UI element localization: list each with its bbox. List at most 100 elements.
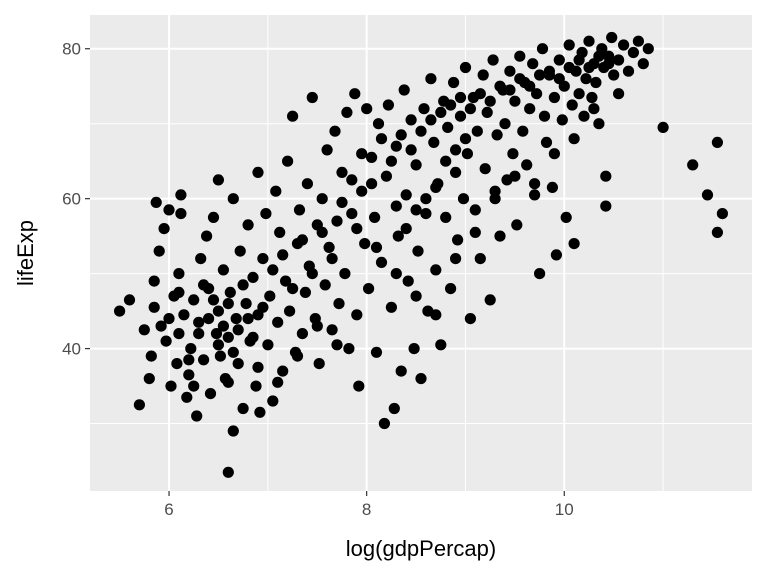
data-point — [306, 91, 318, 104]
y-tick-label: 80 — [62, 40, 81, 59]
data-point — [711, 226, 724, 238]
data-point — [321, 144, 333, 156]
data-point — [193, 328, 205, 340]
data-point — [153, 245, 165, 257]
data-point — [428, 136, 440, 148]
data-point — [247, 271, 259, 283]
data-point — [491, 129, 503, 141]
data-point — [450, 166, 462, 178]
data-point — [356, 185, 368, 197]
data-point — [484, 294, 496, 306]
data-point — [185, 343, 197, 355]
data-point — [606, 31, 618, 44]
data-point — [214, 350, 226, 362]
data-point — [408, 343, 420, 355]
data-point — [474, 253, 486, 265]
data-point — [114, 305, 126, 317]
data-point — [207, 211, 220, 223]
data-point — [260, 208, 272, 220]
x-tick-label: 6 — [164, 500, 173, 519]
y-tick-label: 40 — [62, 340, 81, 359]
data-point — [378, 417, 390, 430]
data-point — [181, 391, 193, 403]
data-point — [370, 241, 383, 253]
data-point — [452, 234, 464, 246]
data-point — [319, 279, 331, 291]
data-point — [163, 204, 175, 216]
data-point — [395, 365, 407, 377]
data-point — [405, 144, 417, 156]
data-point — [445, 99, 457, 111]
data-point — [171, 358, 183, 370]
data-point — [392, 230, 404, 242]
data-point — [234, 245, 246, 257]
data-point — [479, 163, 491, 175]
data-point — [457, 193, 470, 205]
data-point — [148, 275, 160, 287]
data-point — [237, 279, 249, 291]
data-point — [395, 129, 407, 141]
data-point — [277, 249, 289, 261]
data-point — [464, 313, 476, 325]
data-point — [390, 140, 402, 152]
data-point — [369, 211, 381, 223]
data-point — [316, 226, 328, 238]
data-point — [301, 178, 313, 190]
data-point — [546, 181, 559, 193]
data-point — [388, 402, 400, 415]
data-point — [212, 339, 224, 351]
data-point — [390, 268, 402, 280]
data-point — [613, 54, 625, 66]
data-point — [420, 193, 432, 205]
data-point — [487, 54, 499, 66]
data-point — [550, 249, 563, 261]
data-point — [527, 58, 539, 70]
data-point — [346, 174, 358, 186]
y-tick-label: 60 — [62, 190, 81, 209]
data-point — [366, 178, 378, 190]
data-point — [222, 466, 234, 478]
data-point — [586, 91, 598, 104]
data-point — [590, 76, 602, 89]
data-point — [568, 133, 580, 145]
data-point — [543, 65, 556, 77]
data-point — [450, 144, 462, 156]
data-point — [160, 335, 172, 347]
data-point — [204, 388, 217, 400]
data-point — [329, 125, 341, 137]
data-point — [563, 61, 575, 74]
data-point — [536, 43, 549, 55]
data-point — [425, 114, 437, 126]
data-point — [230, 313, 242, 325]
data-point — [469, 226, 481, 238]
data-point — [339, 268, 351, 280]
data-point — [580, 73, 592, 85]
data-point — [538, 110, 551, 122]
data-point — [563, 39, 575, 51]
data-point — [242, 313, 254, 325]
data-point — [509, 170, 521, 182]
data-point — [178, 309, 190, 321]
x-axis-title: log(gdpPercap) — [346, 536, 496, 561]
data-point — [349, 88, 361, 100]
data-point — [415, 125, 427, 137]
data-point — [359, 238, 371, 250]
data-point — [188, 294, 200, 306]
data-point — [296, 234, 308, 246]
data-point — [165, 380, 177, 392]
data-point — [548, 91, 561, 104]
data-point — [250, 380, 262, 392]
data-point — [277, 365, 289, 377]
data-point — [566, 99, 578, 111]
data-point — [534, 268, 546, 280]
data-point — [410, 159, 422, 171]
data-point — [351, 309, 363, 321]
data-point — [287, 110, 299, 122]
y-axis: 40 60 80 — [62, 40, 90, 359]
data-point — [267, 264, 279, 276]
data-point — [267, 395, 279, 407]
data-point — [143, 373, 155, 385]
data-point — [224, 286, 236, 298]
data-point — [642, 43, 654, 55]
